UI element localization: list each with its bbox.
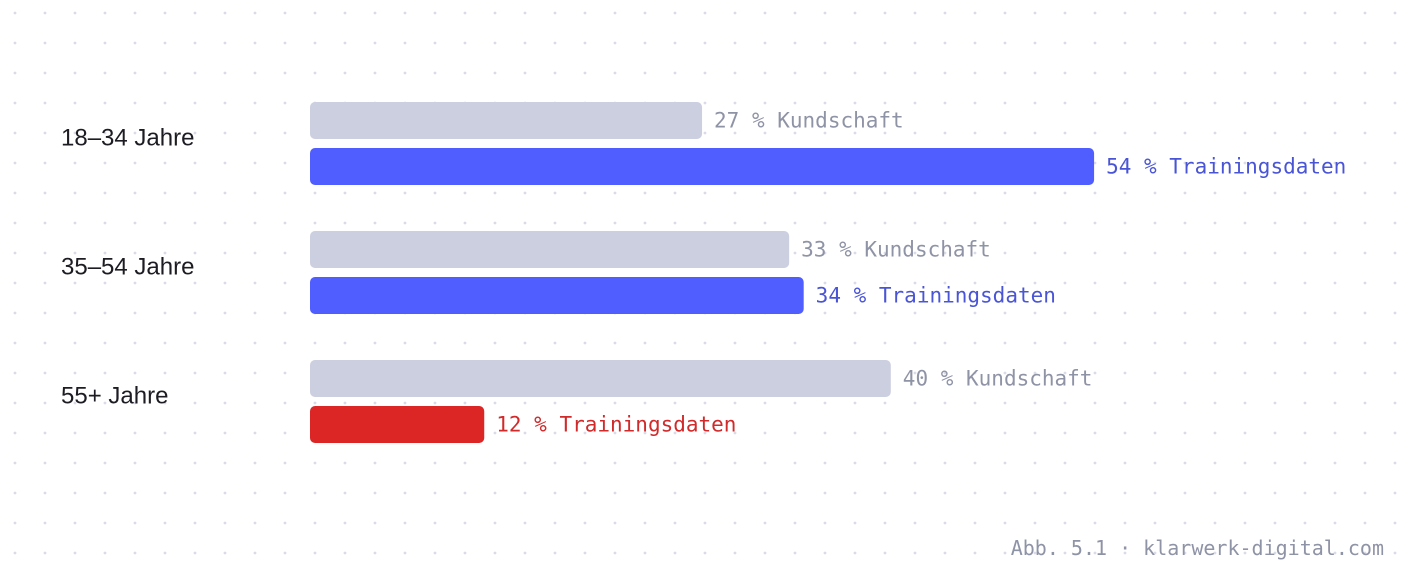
trainingsdaten-value-label: 34 % Trainingsdaten <box>816 284 1056 308</box>
trainingsdaten-value-label: 12 % Trainingsdaten <box>496 413 736 437</box>
category-label: 35–54 Jahre <box>61 253 194 280</box>
trainingsdaten-bar <box>310 277 804 314</box>
kundschaft-value-label: 33 % Kundschaft <box>801 238 991 262</box>
trainingsdaten-bar <box>310 148 1095 185</box>
kundschaft-bar <box>310 102 703 139</box>
figure-caption: Abb. 5.1 · klarwerk-digital.com <box>1010 536 1384 560</box>
category-label: 55+ Jahre <box>61 382 168 409</box>
category-label: 18–34 Jahre <box>61 124 194 151</box>
plot-area: 18–34 Jahre 27 % Kundschaft 54 % Trainings… <box>61 102 1346 443</box>
trainingsdaten-bar <box>310 406 485 443</box>
trainingsdaten-value-label: 54 % Trainingsdaten <box>1106 155 1346 179</box>
kundschaft-bar <box>310 360 891 397</box>
kundschaft-value-label: 40 % Kundschaft <box>903 367 1093 391</box>
kundschaft-value-label: 27 % Kundschaft <box>714 109 904 133</box>
kundschaft-bar <box>310 231 790 268</box>
